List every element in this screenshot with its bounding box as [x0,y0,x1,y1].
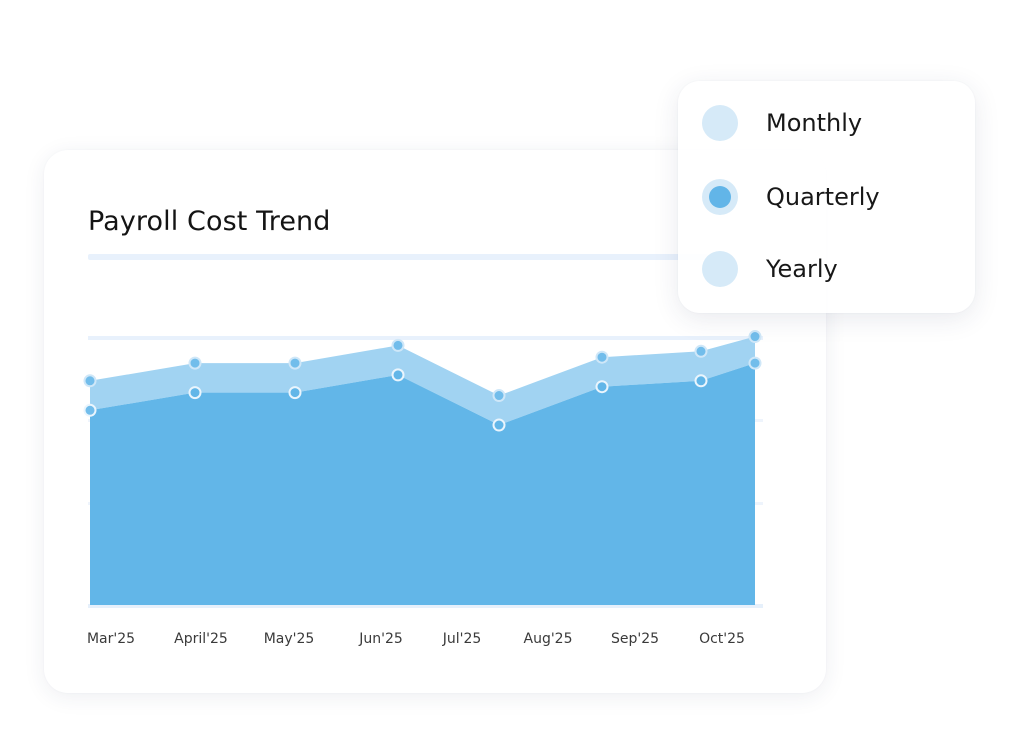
x-axis-label: Aug'25 [523,631,573,647]
x-axis-label: April'25 [174,631,228,647]
upper-data-point[interactable] [391,338,405,352]
radio-icon[interactable] [702,105,738,141]
option-label: Yearly [766,255,838,283]
upper-data-point[interactable] [694,344,708,358]
x-axis-label: Jul'25 [442,631,482,647]
lower-area [90,363,755,605]
lower-data-point[interactable] [492,418,506,432]
x-axis-label: Oct'25 [699,631,745,647]
lower-data-point[interactable] [188,386,202,400]
chart-title: Payroll Cost Trend [88,206,331,237]
period-selector-popup: Monthly Quarterly Yearly [678,81,975,313]
option-label: Monthly [766,109,863,137]
x-axis-label: Jun'25 [359,631,403,647]
lower-data-point[interactable] [595,380,609,394]
x-axis-label: May'25 [263,631,315,647]
lower-data-point[interactable] [748,356,762,370]
area-chart [83,330,763,608]
upper-data-point[interactable] [748,330,762,344]
x-axis-label: Mar'25 [86,631,136,647]
radio-dot-icon [709,186,731,208]
upper-band-area [90,336,755,426]
option-monthly[interactable]: Monthly [702,103,862,143]
lower-data-point[interactable] [83,403,97,417]
upper-data-point[interactable] [188,356,202,370]
upper-data-point[interactable] [595,350,609,364]
chart-markers [83,330,762,432]
lower-data-point[interactable] [694,374,708,388]
upper-data-point[interactable] [83,374,97,388]
option-label: Quarterly [766,183,880,211]
chart-areas [90,336,755,605]
option-quarterly[interactable]: Quarterly [702,177,880,217]
upper-data-point[interactable] [492,389,506,403]
lower-data-point[interactable] [391,368,405,382]
lower-data-point[interactable] [288,386,302,400]
title-divider [88,254,708,260]
radio-icon[interactable] [702,251,738,287]
x-axis-label: Sep'25 [610,631,660,647]
upper-data-point[interactable] [288,356,302,370]
radio-selected-icon[interactable] [702,179,738,215]
option-yearly[interactable]: Yearly [702,249,838,289]
